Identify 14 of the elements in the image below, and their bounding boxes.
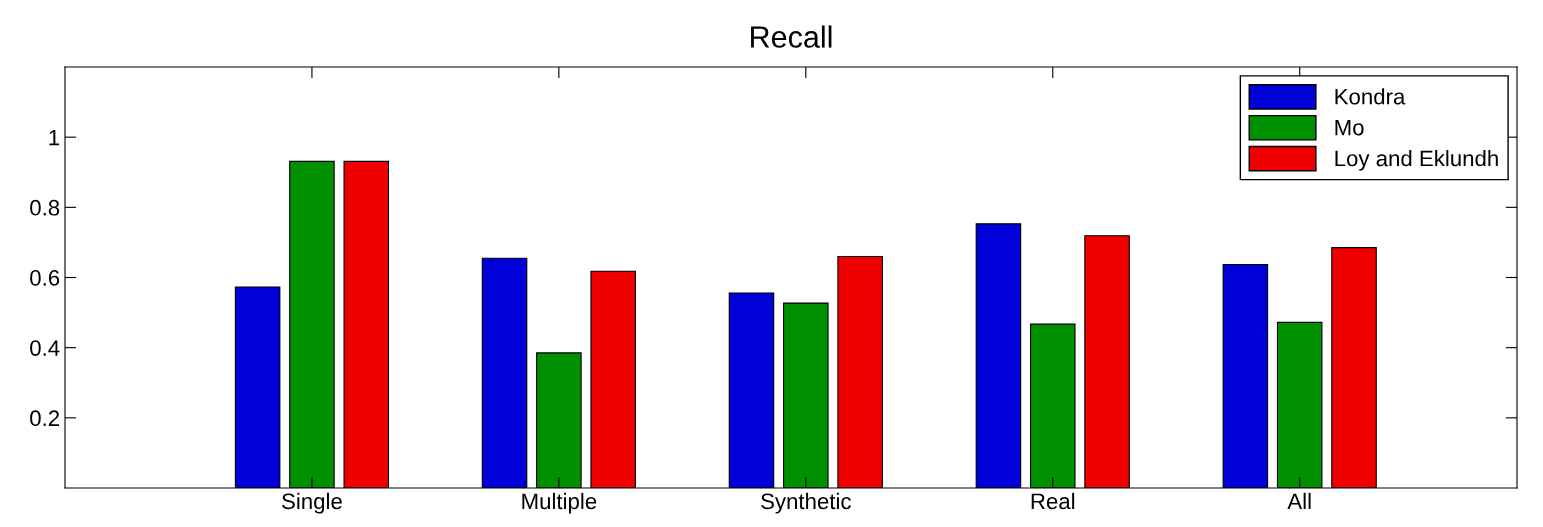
x-tick-label: Single	[282, 492, 342, 514]
legend-label: Loy and Eklundh	[1335, 150, 1498, 171]
legend-label: Kondra	[1335, 88, 1406, 105]
x-tick-label: All	[1287, 492, 1311, 509]
y-tick-label: 0.2	[30, 410, 60, 427]
chart-title: Recall	[751, 25, 832, 48]
legend-label: Mo	[1335, 119, 1364, 136]
y-tick-label: 0.8	[30, 199, 60, 216]
y-tick-label: 1	[49, 129, 60, 146]
x-tick-label: Multiple	[522, 492, 597, 514]
y-tick-label: 0.6	[30, 270, 60, 286]
x-tick-label: Real	[1031, 492, 1075, 510]
x-tick-label: Synthetic	[761, 492, 851, 514]
y-tick-label: 0.4	[30, 340, 60, 356]
